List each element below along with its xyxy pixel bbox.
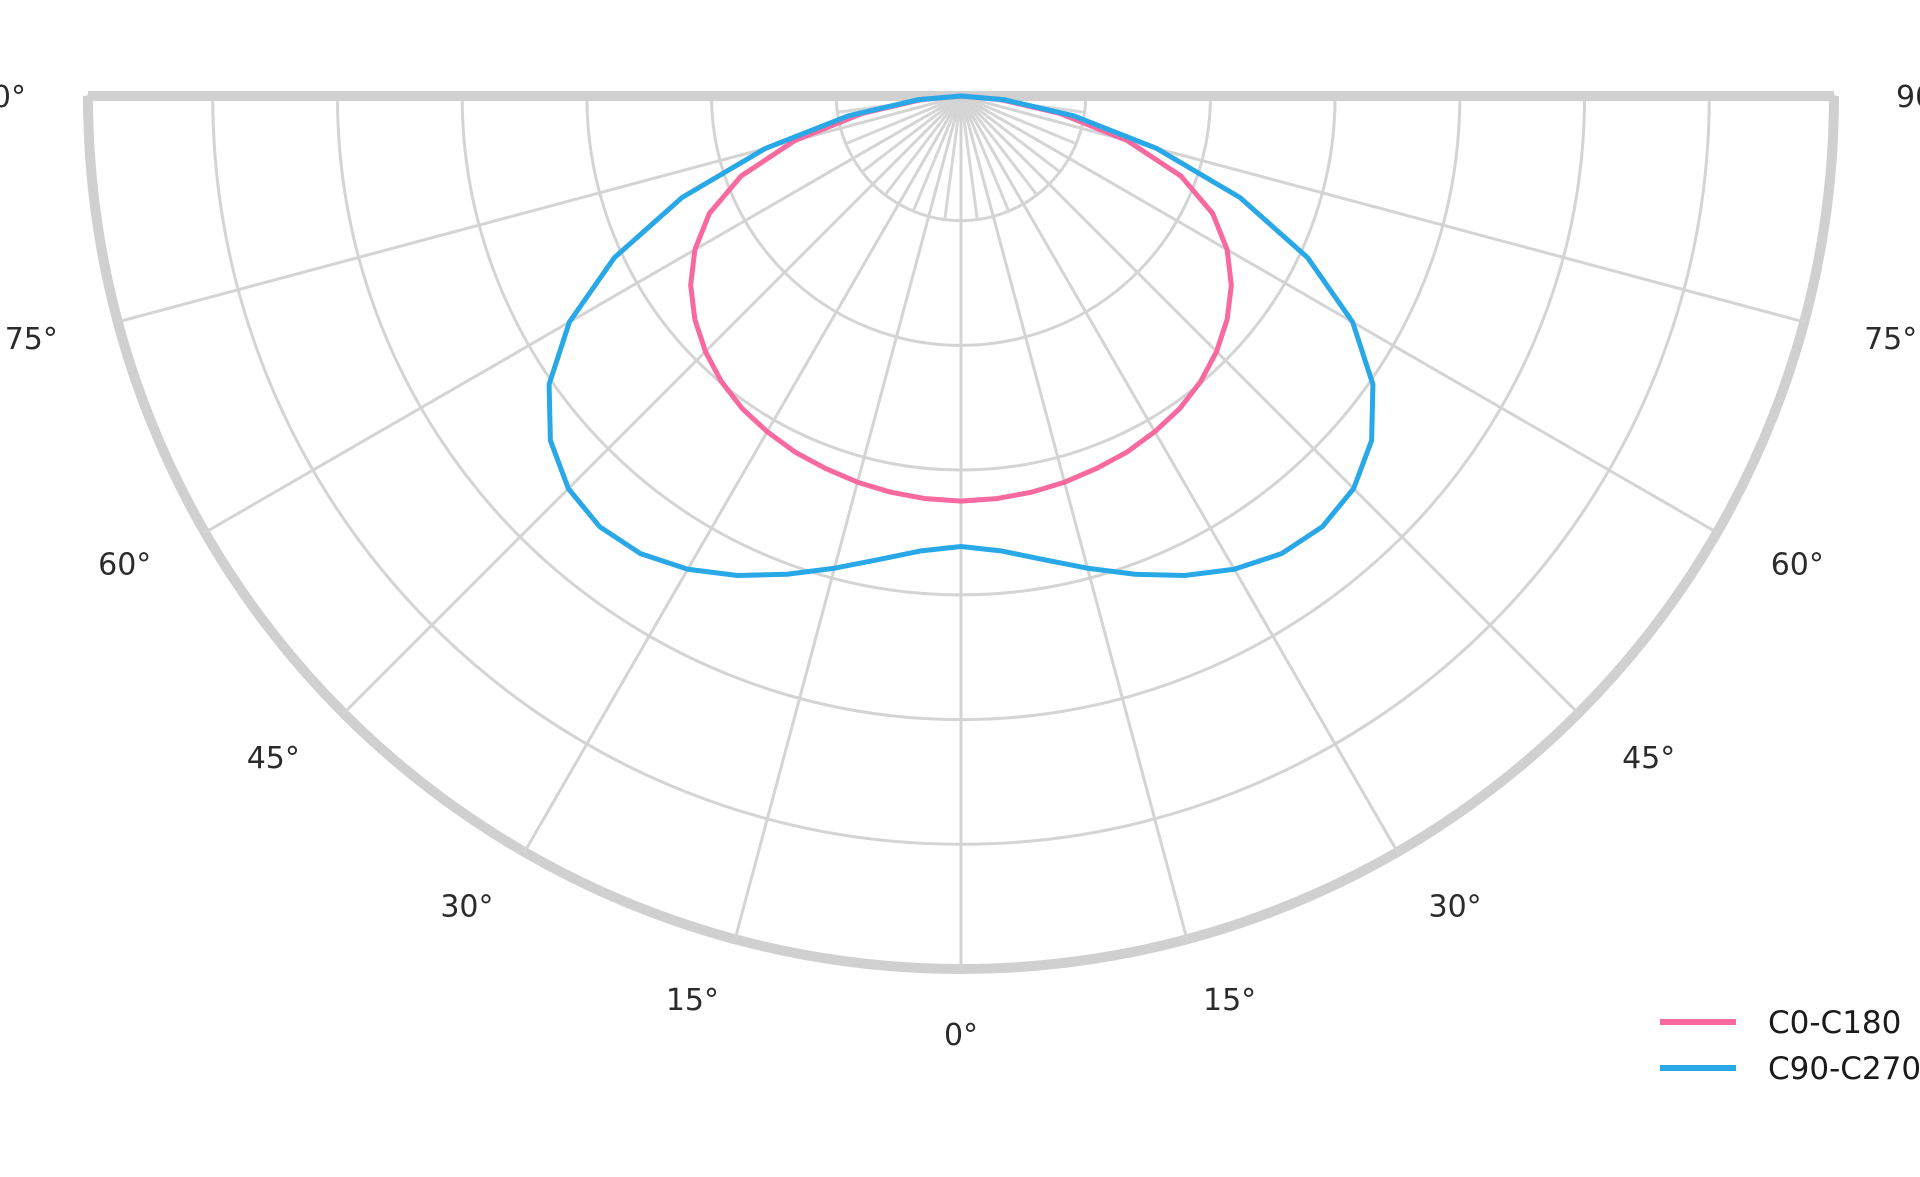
angle-label-right-30: 30° xyxy=(1429,890,1482,925)
polar-grid xyxy=(83,91,1839,974)
polar-series-layer xyxy=(546,93,1376,578)
grid-spoke-15.0 xyxy=(959,94,1189,941)
series-curve-c90-c270[interactable] xyxy=(546,93,1376,578)
series-curve-c0-c180[interactable] xyxy=(688,93,1234,504)
grid-spoke--52.5 xyxy=(861,94,962,174)
grid-spoke-75.0 xyxy=(959,94,1806,324)
legend-label-c90-c270: C90-C270 xyxy=(1768,1051,1920,1087)
grid-spoke-7.5 xyxy=(959,95,979,220)
angle-label-right-60: 60° xyxy=(1771,548,1824,583)
grid-spoke-67.5 xyxy=(960,94,1077,146)
grid-spoke-60.0 xyxy=(959,94,1719,534)
grid-spoke-22.5 xyxy=(959,95,1011,212)
legend-label-c0-c180: C0-C180 xyxy=(1768,1005,1901,1041)
grid-spoke--75.0 xyxy=(116,94,963,324)
angle-label-left-30: 30° xyxy=(440,890,493,925)
grid-spoke--15.0 xyxy=(733,94,963,941)
legend-item-c0-c180[interactable]: C0-C180 xyxy=(1660,1005,1901,1041)
grid-spoke--22.5 xyxy=(911,95,963,212)
angle-label-center-0: 0° xyxy=(944,1018,978,1053)
angle-label-left-45: 45° xyxy=(247,741,300,776)
angle-label-right-75: 75° xyxy=(1864,322,1917,357)
legend-item-c90-c270[interactable]: C90-C270 xyxy=(1660,1051,1920,1087)
grid-spoke--45.0 xyxy=(342,94,963,715)
grid-spoke-45.0 xyxy=(959,94,1580,715)
chart-legend[interactable]: C0-C180 C90-C270 xyxy=(1660,1005,1920,1087)
angle-label-left-15: 15° xyxy=(666,983,719,1018)
grid-spoke-37.5 xyxy=(959,95,1039,196)
angle-label-right-15: 15° xyxy=(1203,983,1256,1018)
polar-angle-labels: 90° 75° 60° 45° 30° 15° 0° 15° 30° 45° 60° 75° 90° xyxy=(0,80,1920,1053)
grid-spoke-52.5 xyxy=(960,94,1061,174)
angle-label-left-60: 60° xyxy=(98,548,151,583)
angle-label-right-90: 90° xyxy=(1896,80,1920,115)
grid-spoke--7.5 xyxy=(943,95,963,220)
grid-spoke--60.0 xyxy=(203,94,963,534)
grid-spoke--37.5 xyxy=(883,95,963,196)
angle-label-right-45: 45° xyxy=(1622,741,1675,776)
grid-spoke--30.0 xyxy=(523,94,963,854)
grid-spoke--67.5 xyxy=(845,94,962,146)
angle-label-left-90: 90° xyxy=(0,80,26,115)
angle-label-left-75: 75° xyxy=(5,322,58,357)
grid-spoke-30.0 xyxy=(959,94,1399,854)
